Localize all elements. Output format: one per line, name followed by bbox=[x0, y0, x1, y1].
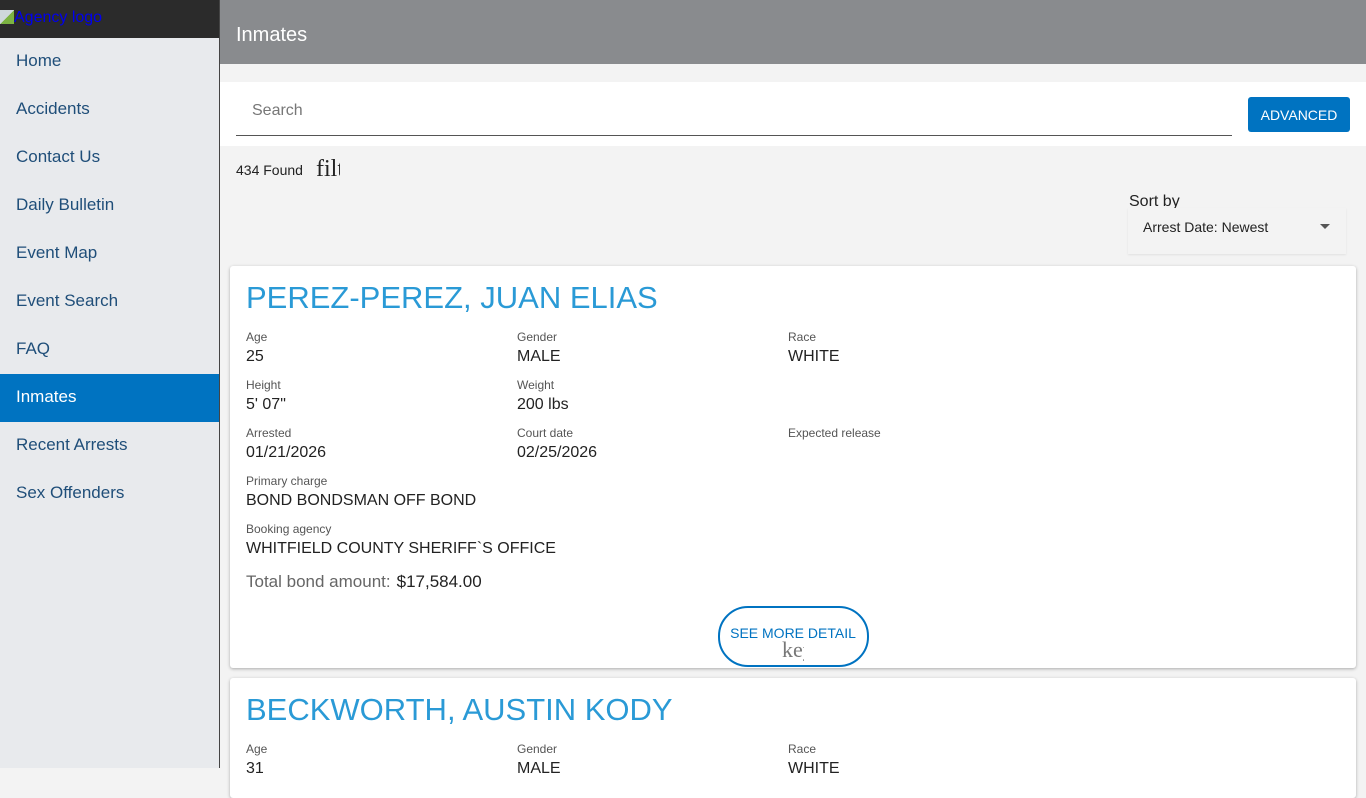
arrested-value: 01/21/2026 bbox=[246, 444, 327, 461]
inmate-name[interactable]: PEREZ-PEREZ, JUAN ELIAS bbox=[246, 280, 658, 315]
sort-selected-value: Arrest Date: Newest bbox=[1143, 219, 1269, 235]
see-more-label: SEE MORE DETAIL bbox=[730, 625, 856, 641]
sidebar-item-daily-bulletin[interactable]: Daily Bulletin bbox=[16, 195, 115, 214]
sidebar-item-event-map[interactable]: Event Map bbox=[16, 243, 98, 262]
age-value: 31 bbox=[246, 760, 264, 777]
keyboard-arrow-icon: keyboard bbox=[782, 639, 804, 661]
page-title: Inmates bbox=[220, 0, 1366, 64]
height-label: Height bbox=[246, 378, 281, 392]
advanced-button[interactable]: ADVANCED bbox=[1248, 97, 1350, 132]
age-label: Age bbox=[246, 330, 268, 344]
search-bar: ADVANCED bbox=[220, 82, 1366, 146]
court-date-label: Court date bbox=[517, 426, 574, 440]
sidebar-item-sex-offenders[interactable]: Sex Offenders bbox=[16, 483, 125, 502]
sidebar-item-contact-us[interactable]: Contact Us bbox=[16, 147, 101, 166]
sort-label: Sort by bbox=[1129, 193, 1180, 210]
dropdown-arrow-icon bbox=[1320, 224, 1330, 229]
gender-label: Gender bbox=[517, 742, 558, 756]
age-label: Age bbox=[246, 742, 268, 756]
inmate-card: BECKWORTH, AUSTIN KODY Age 31 Gender MALE … bbox=[230, 678, 1356, 798]
sidebar-item-faq[interactable]: FAQ bbox=[16, 339, 51, 358]
booking-agency-label: Booking agency bbox=[246, 522, 332, 536]
filter-icon[interactable]: filter bbox=[316, 156, 340, 182]
sidebar-item-accidents[interactable]: Accidents bbox=[16, 99, 90, 118]
race-value: WHITE bbox=[788, 760, 840, 777]
primary-charge-label: Primary charge bbox=[246, 474, 328, 488]
sidebar: Agency logo Home Accidents Contact Us Da… bbox=[0, 0, 220, 768]
sidebar-item-recent-arrests[interactable]: Recent Arrests bbox=[16, 435, 128, 454]
weight-label: Weight bbox=[517, 378, 555, 392]
height-value: 5' 07" bbox=[246, 396, 286, 413]
agency-logo[interactable]: Agency logo bbox=[0, 0, 219, 38]
booking-agency-value: WHITFIELD COUNTY SHERIFF`S OFFICE bbox=[246, 540, 556, 557]
total-bond-value: $17,584.00 bbox=[396, 572, 482, 591]
inmate-card: PEREZ-PEREZ, JUAN ELIAS Age 25 Gender MALE… bbox=[230, 266, 1356, 668]
race-label: Race bbox=[788, 330, 817, 344]
age-value: 25 bbox=[246, 348, 264, 365]
inmate-name[interactable]: BECKWORTH, AUSTIN KODY bbox=[246, 692, 673, 727]
total-bond-label: Total bond amount: bbox=[246, 572, 391, 591]
sidebar-item-event-search[interactable]: Event Search bbox=[16, 291, 119, 310]
expected-release-label: Expected release bbox=[788, 426, 881, 440]
gender-value: MALE bbox=[517, 348, 561, 365]
sidebar-item-inmates[interactable]: Inmates bbox=[0, 374, 219, 422]
race-value: WHITE bbox=[788, 348, 840, 365]
weight-value: 200 lbs bbox=[517, 396, 569, 413]
see-more-detail-button[interactable]: SEE MORE DETAILkeyboard bbox=[717, 606, 869, 667]
sort-select[interactable]: Arrest Date: Newest bbox=[1128, 208, 1346, 254]
results-count: 434 Found bbox=[236, 162, 303, 178]
logo-alt-text: Agency logo bbox=[14, 9, 103, 26]
broken-image-icon bbox=[0, 10, 14, 24]
gender-label: Gender bbox=[517, 330, 558, 344]
gender-value: MALE bbox=[517, 760, 561, 777]
primary-charge-value: BOND BONDSMAN OFF BOND bbox=[246, 492, 477, 509]
court-date-value: 02/25/2026 bbox=[517, 444, 598, 461]
search-input[interactable] bbox=[236, 86, 1232, 136]
arrested-label: Arrested bbox=[246, 426, 292, 440]
race-label: Race bbox=[788, 742, 817, 756]
sidebar-item-home[interactable]: Home bbox=[16, 51, 62, 70]
